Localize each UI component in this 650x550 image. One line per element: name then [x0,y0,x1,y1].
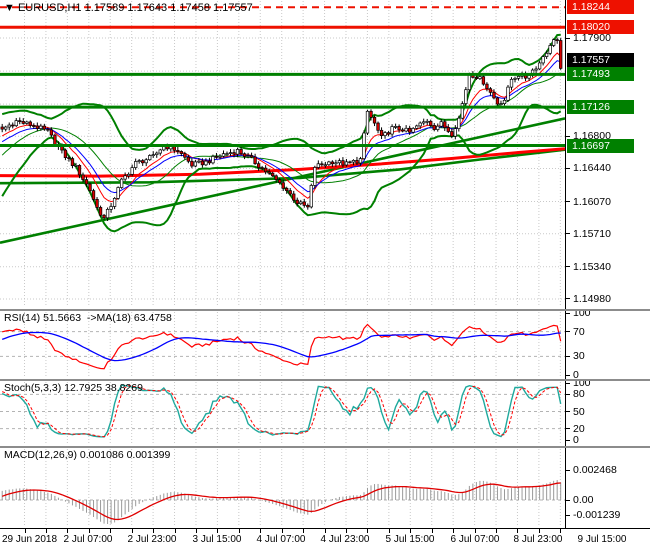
scale-tick [566,167,570,169]
time-axis-tick [560,529,562,533]
time-axis-tick [260,529,262,533]
time-axis-label: 3 Jul 15:00 [192,534,242,545]
scale-tick [566,374,570,376]
time-axis-tick [24,529,26,533]
time-axis-tick [538,529,540,533]
time-axis-tick [453,529,455,533]
rsi-scale-label: 70 [573,325,585,338]
scale-tick [566,382,570,384]
scale-tick [566,439,570,441]
window-marker-icon: ▼ [4,2,15,14]
time-axis-tick [474,529,476,533]
stoch-pane-header: Stoch(5,3,3) 12.7925 38.8269 [4,382,143,394]
bollinger-bands [1,33,562,233]
macd-scale-label: 0.002468 [573,464,617,476]
scale-tick [566,499,570,501]
scale-tick [566,233,570,235]
macd-scale-label: -0.001239 [573,509,621,521]
time-axis-tick [67,529,69,533]
time-axis-label: 4 Jul 23:00 [320,534,370,545]
scale-tick [566,298,570,300]
scale-tick [566,331,570,333]
time-axis-label: 5 Jul 15:00 [385,534,435,545]
time-axis-tick [281,529,283,533]
sr-price-label: 1.18020 [567,20,634,35]
stoch-scale-label: 0 [573,434,579,446]
time-axis-label: 4 Jul 07:00 [256,534,306,545]
chart-plot-area[interactable] [0,0,565,528]
time-axis-tick [324,529,326,533]
time-axis-label: 29 Jun 2018 [2,534,58,545]
time-axis-label: 8 Jul 23:00 [513,534,563,545]
time-axis-tick [153,529,155,533]
scale-tick [566,135,570,137]
time-axis[interactable]: 29 Jun 2018 2 Jul 07:00 2 Jul 23:00 3 Jul 1… [0,528,650,550]
scale-tick [566,411,570,412]
macd-pane-header: MACD(12,26,9) 0.001086 0.001399 [4,449,171,461]
time-axis-tick [410,529,412,533]
time-axis-tick [45,529,47,533]
rsi-scale-label: 30 [573,350,585,363]
stochastic-lines [1,384,562,438]
sr-price-label: 1.17493 [567,67,634,82]
current-price-label: 1.17557 [567,53,634,67]
chart-title: ▼ EURUSD,H1 1.17589 1.17643 1.17458 1.17… [4,2,253,14]
moving-averages [1,52,562,203]
rsi-scale-label: 0 [573,369,579,381]
sr-price-label: 1.18244 [567,0,634,15]
candlesticks [0,37,563,222]
time-axis-tick [238,529,240,533]
price-scale-tick-label: 1.16070 [573,195,611,208]
support-resistance-lines [0,6,565,148]
rsi-pane-header: RSI(14) 51.5663 ->MA(18) 63.4758 [4,312,172,324]
time-axis-tick [367,529,369,533]
pane-separator[interactable] [0,379,650,381]
macd-scale-label: 0.00 [573,494,594,506]
stoch-scale-label: 50 [573,405,585,418]
time-axis-tick [431,529,433,533]
price-scale-tick-label: 1.15710 [573,227,611,240]
scale-tick [566,514,570,516]
price-scale-column[interactable]: 1.17900 1.16800 1.16440 1.16070 1.15710 1.153… [565,0,650,528]
rsi-lines [1,323,562,370]
time-axis-tick [217,529,219,533]
scale-tick [566,37,570,39]
scale-tick [566,355,570,357]
sr-price-label: 1.17126 [567,100,634,115]
scale-tick [566,266,570,268]
price-scale-tick-label: 1.14980 [573,292,611,305]
time-axis-tick [131,529,133,533]
stoch-scale-label: 20 [573,422,585,435]
time-axis-tick [110,529,112,533]
time-axis-tick [517,529,519,533]
price-scale-tick-label: 1.15340 [573,260,611,273]
sr-price-label: 1.16697 [567,138,634,153]
scale-tick [566,201,570,203]
time-axis-tick [88,529,90,533]
macd-histogram [1,480,562,524]
time-axis-label: 2 Jul 07:00 [63,534,113,545]
trendlines [0,117,565,244]
chart-title-text: EURUSD,H1 1.17589 1.17643 1.17458 1.1755… [17,2,253,14]
time-axis-tick [388,529,390,533]
pane-separator[interactable] [0,446,650,448]
scale-tick [566,428,570,430]
macd-signal-line [1,482,561,521]
time-axis-tick [345,529,347,533]
time-axis-tick [496,529,498,533]
time-axis-label: 9 Jul 15:00 [577,534,627,545]
price-scale-tick-label: 1.17900 [573,32,611,44]
price-scale-tick-label: 1.16440 [573,162,611,175]
scale-tick [566,469,570,471]
time-axis-tick [195,529,197,533]
time-axis-tick [303,529,305,533]
time-axis-label: 2 Jul 23:00 [127,534,177,545]
pane-separator[interactable] [0,309,650,311]
time-axis-label: 6 Jul 07:00 [450,534,500,545]
time-axis-tick [174,529,176,533]
scale-tick [566,312,570,314]
scale-tick [566,393,570,395]
stoch-scale-label: 80 [573,388,585,401]
